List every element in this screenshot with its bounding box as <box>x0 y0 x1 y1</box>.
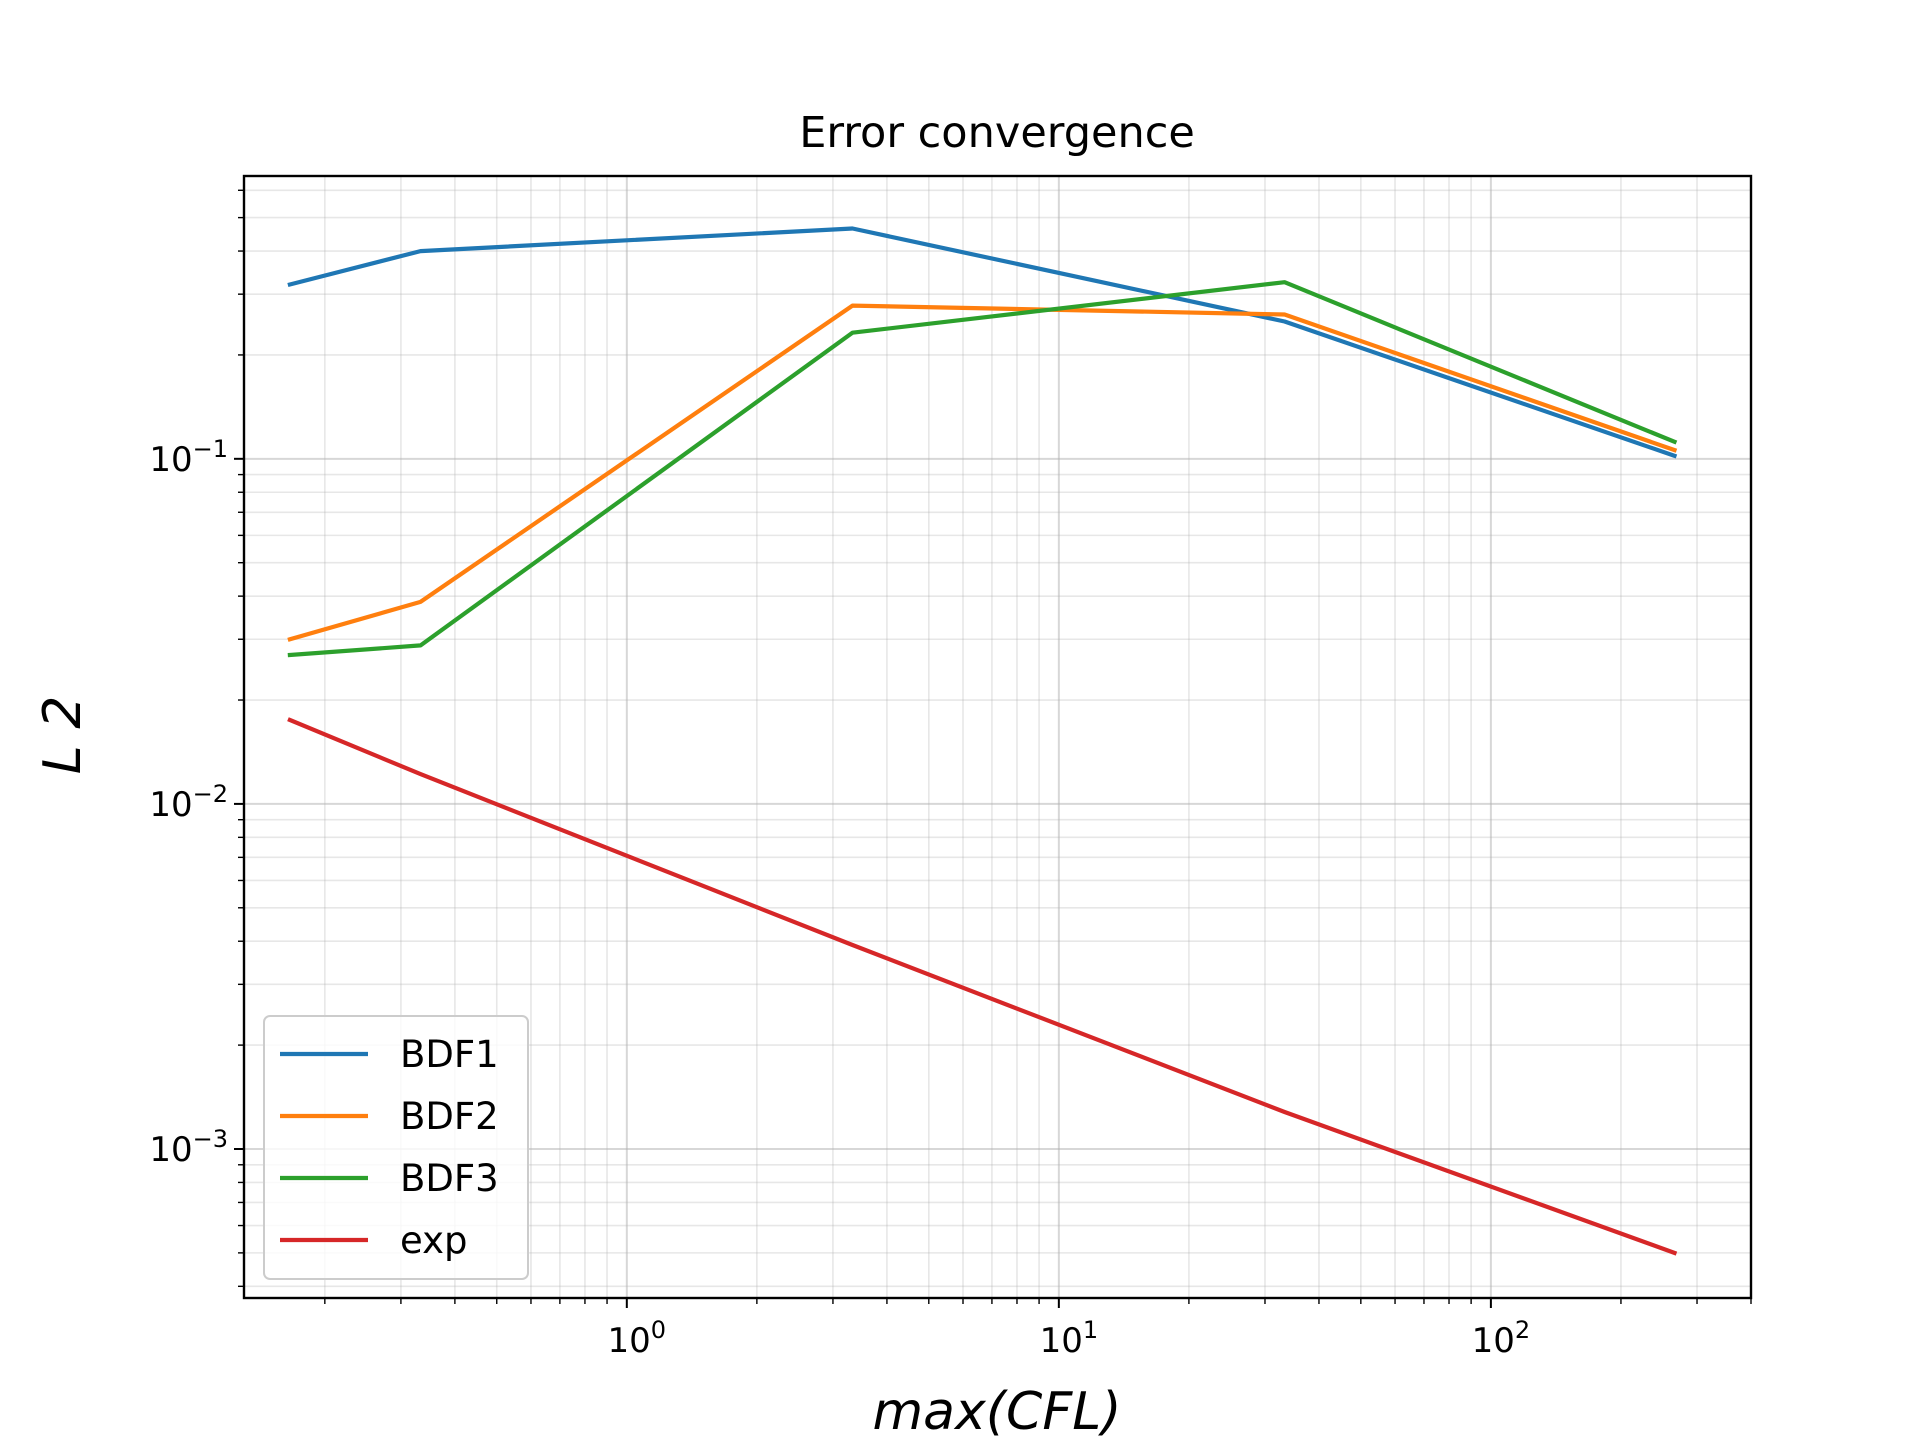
legend-label-exp: exp <box>400 1219 468 1262</box>
x-tick-label: 102 <box>1472 1316 1531 1361</box>
y-tick-label: 10−1 <box>149 435 228 480</box>
x-axis-label: max(CFL) <box>872 1382 1121 1440</box>
series-line-bdf2 <box>287 303 1678 642</box>
legend-label-bdf3: BDF3 <box>400 1157 499 1200</box>
chart-title: Error convergence <box>799 108 1195 158</box>
y-tick-label: 10−3 <box>149 1125 228 1170</box>
x-tick-label: 101 <box>1040 1316 1099 1361</box>
y-axis-label: L 2 <box>33 696 93 775</box>
legend-label-bdf2: BDF2 <box>400 1095 499 1138</box>
series-line-bdf3 <box>287 280 1678 658</box>
series-line-exp <box>287 717 1678 1256</box>
legend-label-bdf1: BDF1 <box>400 1033 499 1076</box>
grid <box>244 176 1752 1298</box>
series-line-bdf1 <box>287 226 1678 459</box>
ticks <box>234 189 1752 1308</box>
x-tick-label: 100 <box>608 1316 667 1361</box>
y-tick-label: 10−2 <box>149 780 228 825</box>
legend-box <box>263 1015 529 1280</box>
tick-labels: 100 101 102 10−3 10−2 10−1 <box>149 435 1530 1361</box>
plot-frame <box>242 174 1753 1300</box>
legend: BDF1 BDF2 BDF3 exp <box>263 1015 529 1280</box>
series-lines <box>287 226 1678 1256</box>
